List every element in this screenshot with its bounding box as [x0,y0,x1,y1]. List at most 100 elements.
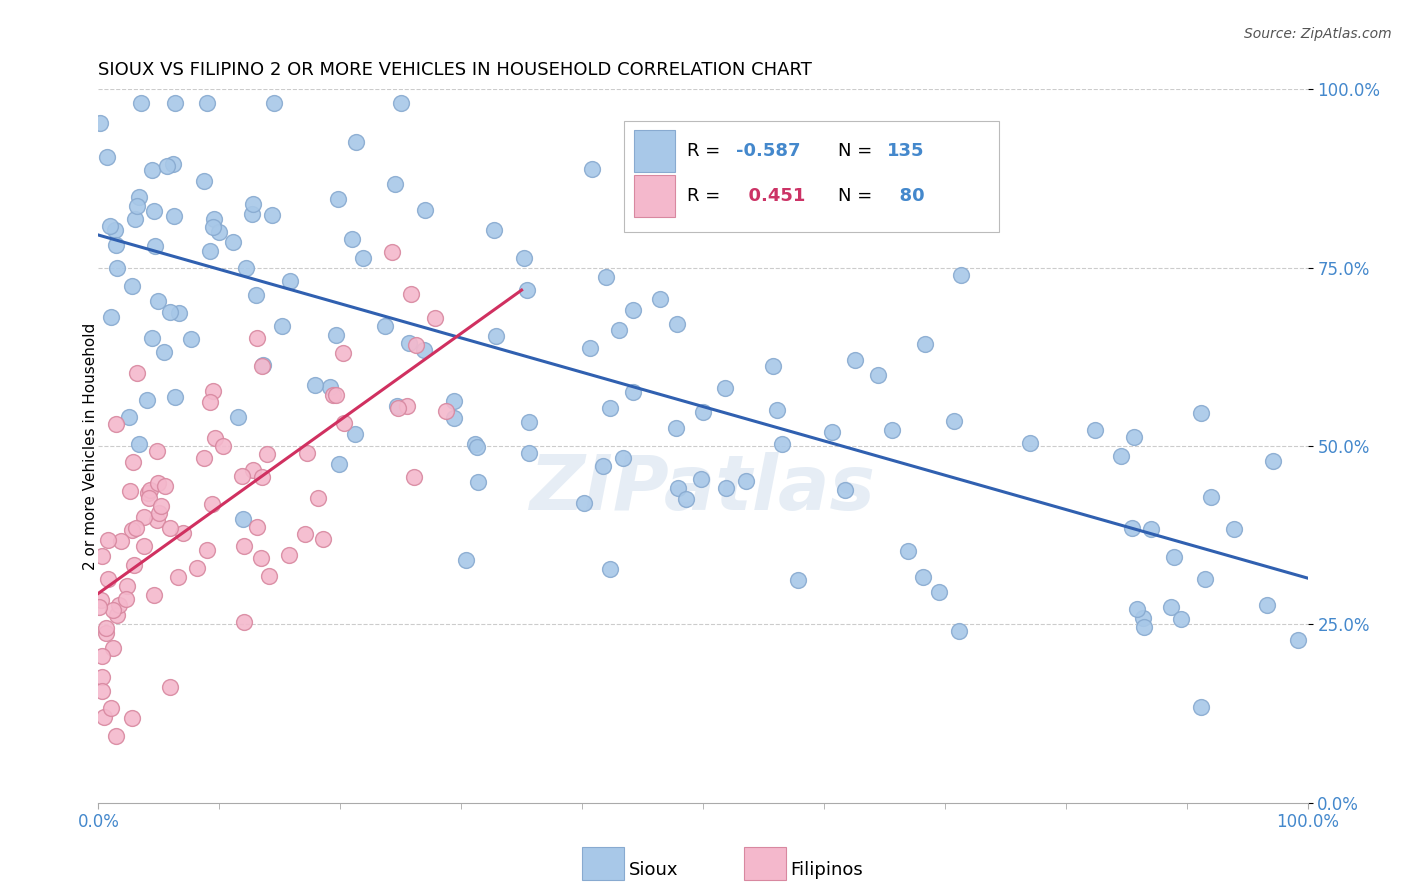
Text: N =: N = [838,143,879,161]
Point [240,207,263,221]
Point [1194,572,1216,586]
Point [105,608,128,623]
Point [621,384,644,399]
Point [665,420,688,434]
Point [1122,430,1144,444]
FancyBboxPatch shape [624,121,1000,232]
Point [198,395,221,409]
Point [395,399,418,413]
Text: R =: R = [688,187,727,205]
Point [121,455,143,469]
Point [844,353,866,368]
Point [666,318,689,332]
Point [105,417,128,432]
Point [650,293,672,307]
Point [134,510,156,524]
Point [689,472,711,486]
Point [443,393,465,408]
Point [344,427,367,442]
Point [374,319,396,334]
Point [121,711,143,725]
Point [94,626,117,640]
Point [149,499,172,513]
Point [193,450,215,465]
Point [246,331,269,345]
Point [169,306,191,320]
Point [252,358,274,372]
Point [107,261,129,276]
Point [221,235,243,249]
Point [1084,423,1107,437]
Point [595,270,617,285]
Point [658,123,681,137]
Point [948,624,970,639]
Point [465,440,488,454]
FancyBboxPatch shape [634,175,675,218]
Point [208,225,231,239]
Point [425,311,447,326]
Point [325,387,347,401]
Point [384,178,406,192]
Point [1126,601,1149,615]
Point [121,279,143,293]
Point [716,481,738,495]
Point [134,539,156,553]
FancyBboxPatch shape [634,130,675,172]
Point [389,96,412,111]
Point [912,570,935,584]
Point [146,513,169,527]
Point [155,159,177,173]
Point [332,345,354,359]
Point [634,190,657,204]
Point [159,304,181,318]
Point [127,366,149,380]
Point [692,405,714,419]
Point [1160,600,1182,615]
Point [326,192,349,206]
Point [141,163,163,178]
Point [623,164,645,178]
Point [914,336,936,351]
Point [246,520,269,534]
Point [621,302,644,317]
Point [402,470,425,484]
Point [834,483,856,497]
Point [581,162,603,177]
Point [592,459,614,474]
Point [599,401,621,415]
Point [235,261,257,276]
Point [101,641,124,656]
Point [612,450,634,465]
Point [1019,435,1042,450]
Point [90,549,112,564]
Text: SIOUX VS FILIPINO 2 OR MORE VEHICLES IN HOUSEHOLD CORRELATION CHART: SIOUX VS FILIPINO 2 OR MORE VEHICLES IN … [98,62,813,79]
Point [1170,612,1192,626]
Point [91,684,114,698]
Point [202,384,225,398]
Point [136,485,159,500]
Point [146,443,169,458]
Point [136,392,159,407]
Point [415,203,437,218]
Point [245,288,267,302]
Point [1121,521,1143,535]
Point [204,431,226,445]
Point [100,701,122,715]
Point [312,532,335,546]
Point [193,174,215,188]
Point [307,491,329,505]
Point [278,549,301,563]
Point [381,244,404,259]
Point [250,551,273,566]
Point [866,368,889,382]
Point [599,562,621,576]
Point [97,533,120,547]
Point [485,328,508,343]
Y-axis label: 2 or more Vehicles in Household: 2 or more Vehicles in Household [83,322,97,570]
Point [242,197,264,211]
Point [148,506,170,520]
Point [104,223,127,237]
Point [104,238,127,252]
Text: -0.587: -0.587 [735,143,800,161]
Point [1191,406,1213,420]
